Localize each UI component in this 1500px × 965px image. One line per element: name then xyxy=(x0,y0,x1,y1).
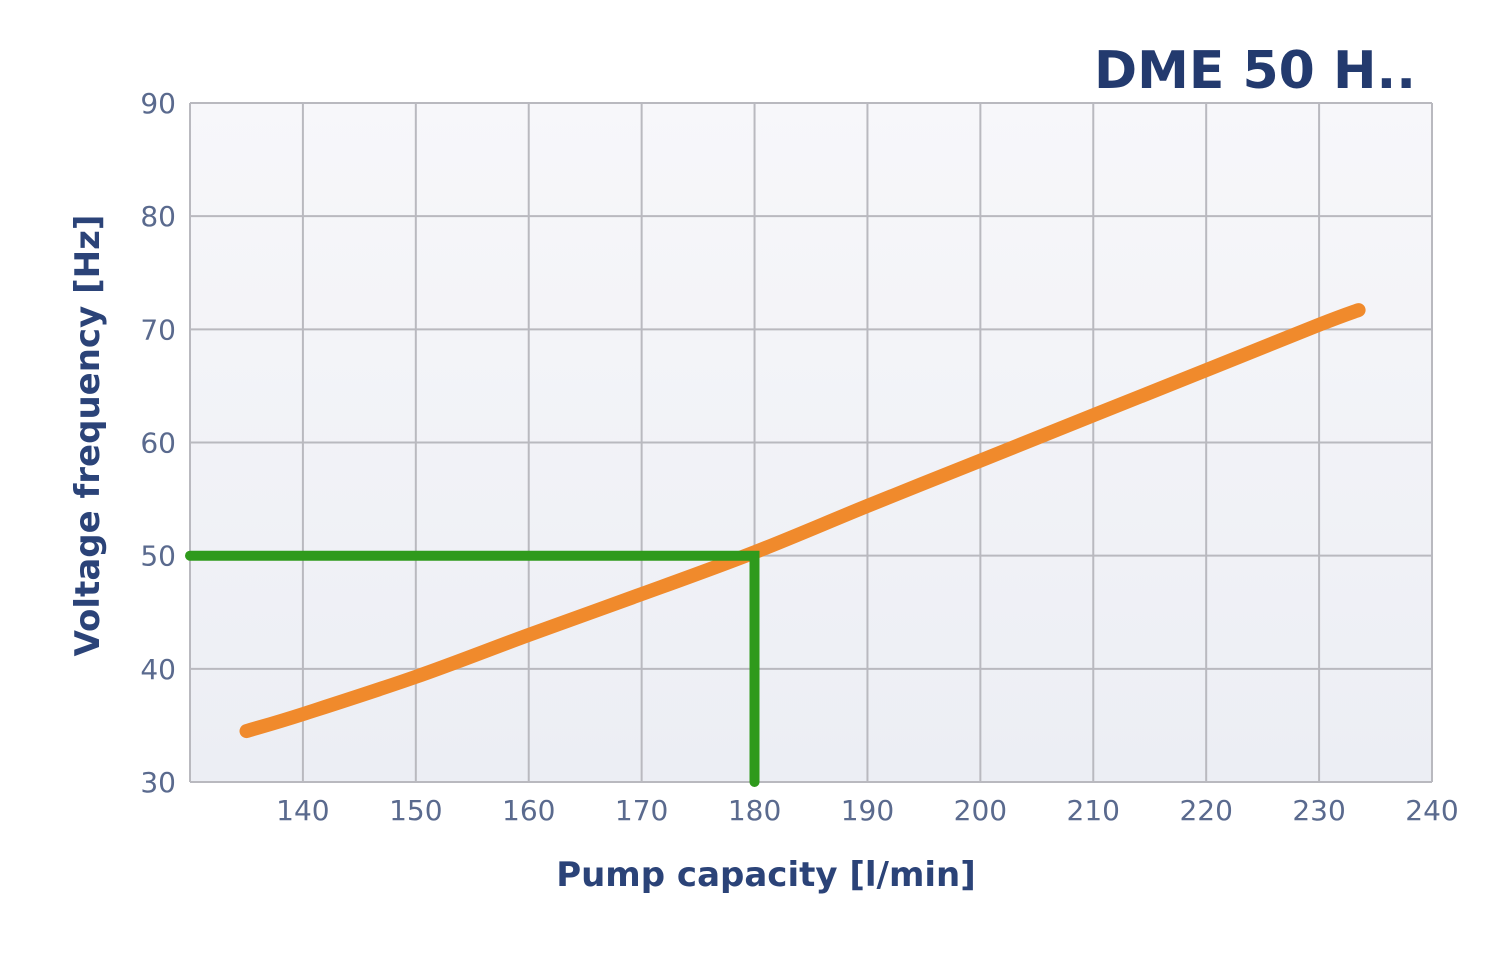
series xyxy=(185,303,1366,787)
x-axis-title: Pump capacity [l/min] xyxy=(556,855,976,895)
x-tick-label: 140 xyxy=(276,794,329,827)
y-axis-title: Voltage frequency [Hz] xyxy=(68,215,108,657)
x-tick-label: 180 xyxy=(728,794,781,827)
x-tick-label: 190 xyxy=(841,794,894,827)
y-tick-label: 50 xyxy=(140,540,176,573)
x-tick-label: 230 xyxy=(1292,794,1345,827)
y-axis-ticks: 30 40 50 60 70 80 90 xyxy=(140,87,176,799)
y-tick-label: 30 xyxy=(140,766,176,799)
x-tick-label: 210 xyxy=(1067,794,1120,827)
x-axis-ticks: 140 150 160 170 180 190 200 210 220 230 240 xyxy=(276,794,1459,827)
pump-capacity-curve xyxy=(239,303,1366,739)
y-tick-label: 90 xyxy=(140,87,176,120)
x-tick-label: 160 xyxy=(502,794,555,827)
y-tick-label: 80 xyxy=(140,200,176,233)
x-tick-label: 170 xyxy=(615,794,668,827)
operating-point-marker-line xyxy=(185,550,760,787)
y-tick-label: 70 xyxy=(140,313,176,346)
x-tick-label: 220 xyxy=(1179,794,1232,827)
x-tick-label: 150 xyxy=(389,794,442,827)
grid xyxy=(189,102,1433,783)
x-tick-label: 240 xyxy=(1405,794,1458,827)
chart-title: DME 50 H.. xyxy=(1094,41,1416,101)
x-tick-label: 200 xyxy=(954,794,1007,827)
y-tick-label: 40 xyxy=(140,653,176,686)
y-tick-label: 60 xyxy=(140,427,176,460)
